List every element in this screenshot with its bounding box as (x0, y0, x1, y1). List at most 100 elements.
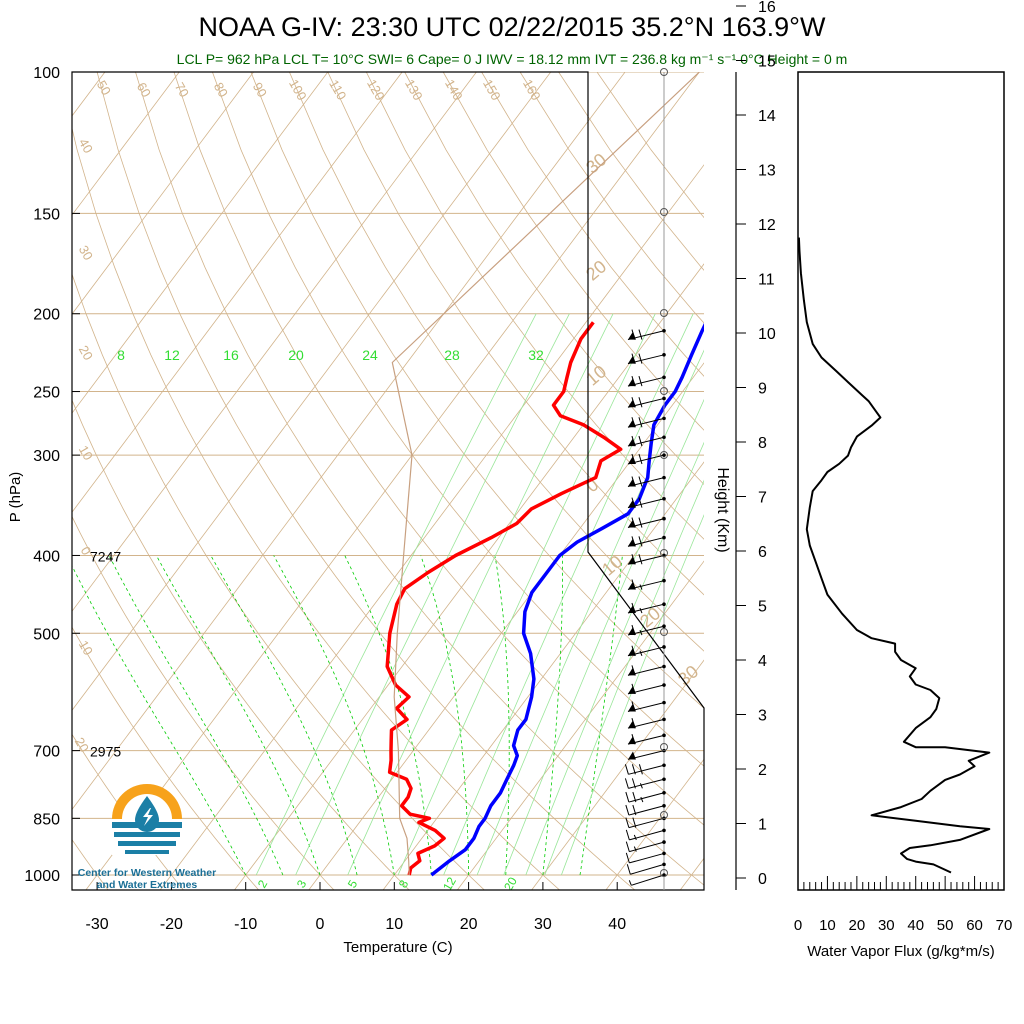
isotherm-label: 80 (211, 80, 231, 100)
barb-full (638, 453, 643, 465)
moist-adiabat (156, 555, 321, 876)
isotherm-line (72, 72, 106, 117)
wind-barb (627, 475, 666, 487)
y-tick-label: 500 (33, 626, 60, 643)
height-tick-label: 7 (758, 490, 767, 507)
barb-half (628, 880, 632, 886)
flux-tick-label: 40 (907, 917, 924, 934)
skew-t-series (385, 72, 704, 877)
calm-circle (660, 549, 668, 557)
y-tick-label: 100 (33, 65, 60, 82)
barb-full (638, 435, 643, 447)
barb-full (631, 764, 636, 775)
logo-text-line2: and Water Extremes (97, 879, 198, 891)
barb-half (639, 607, 643, 614)
barb-half (640, 796, 644, 803)
height-tick-label: 12 (758, 217, 776, 234)
isotherm-line (72, 72, 403, 513)
barb-full (624, 778, 629, 789)
isotherm-label: 160 (520, 77, 544, 103)
moist-adiabat (72, 564, 247, 876)
calm-circle (660, 811, 668, 819)
flux-x-axis-label: Water Vapor Flux (g/kg*m/s) (807, 943, 995, 960)
barb-full (625, 841, 630, 852)
isotherm-line (72, 72, 255, 315)
mixing-ratio-line (525, 441, 704, 876)
moist-adiabat (420, 555, 469, 876)
height-tick-label: 16 (758, 0, 776, 16)
height-tick-label: 8 (758, 435, 767, 452)
mixing-ratio-line (476, 349, 704, 876)
barb-half (633, 834, 637, 841)
barb-staff (628, 778, 665, 789)
wind-barb (627, 733, 666, 745)
isotherm-label: 10 (582, 361, 610, 389)
dewpoint-line (430, 322, 704, 877)
wind-barb (627, 435, 666, 447)
barb-staff (629, 852, 665, 864)
x-tick-label: 20 (460, 916, 478, 933)
barb-staff (629, 841, 665, 853)
flux-tick-label: 0 (794, 917, 802, 934)
barb-full (631, 536, 636, 547)
isotherm-line (233, 263, 704, 890)
isotherm-line (72, 72, 329, 414)
isotherm-label: 20 (72, 735, 92, 755)
moist-adiabat (579, 555, 623, 876)
barb-half (639, 584, 643, 590)
isotherm-label: 20 (76, 343, 96, 363)
wind-barb (624, 763, 666, 775)
height-tick-label: 14 (758, 108, 776, 125)
barb-full (631, 683, 636, 695)
x-tick-label: 30 (534, 916, 552, 933)
cw3e-logo: Center for Western Weather and Water Ext… (78, 784, 216, 891)
water-vapor-flux-panel: 0 10 20 30 40 50 60 70 Water Vapor Flux (g/kg*m… (794, 71, 1012, 960)
dry-adiabat (327, 72, 704, 596)
isotherm-label: 30 (582, 149, 610, 177)
y-tick-label: 700 (33, 744, 60, 761)
barb-staff (629, 829, 665, 841)
wind-barb (627, 353, 666, 365)
isotherm-label: 130 (402, 77, 426, 103)
barb-full (631, 734, 636, 745)
height-tick-label: 15 (758, 54, 776, 71)
isotherm-label: 150 (480, 77, 504, 103)
barb-full (631, 453, 636, 465)
wind-barb (625, 840, 666, 853)
calm-circle (660, 869, 668, 877)
isotherm-line (531, 659, 704, 890)
dry-adiabat (212, 72, 704, 767)
barb-full (625, 791, 630, 803)
moist-adiabat (210, 555, 358, 876)
x-tick-label: 10 (385, 916, 403, 933)
barb-half (632, 754, 636, 760)
wind-barb (627, 535, 666, 547)
dry-adiabat (96, 72, 636, 890)
mixing-ratio-line (544, 479, 704, 876)
x-tick-label: 40 (608, 916, 626, 933)
dry-adiabat (442, 72, 704, 431)
barb-full (631, 579, 636, 590)
isotherm-line (72, 72, 626, 811)
y-tick-label: 400 (33, 548, 60, 565)
wind-barb (624, 777, 666, 789)
isotherm-label: 70 (172, 80, 192, 100)
barb-full (631, 397, 636, 408)
dry-adiabat (173, 72, 704, 826)
barb-full (638, 536, 643, 547)
barb-staff (628, 817, 665, 829)
height-tick-label: 6 (758, 544, 767, 561)
barb-full (625, 829, 630, 841)
y-tick-label: 850 (33, 811, 60, 828)
moist-adiabat (542, 555, 564, 876)
dry-adiabat (250, 72, 704, 709)
flux-tick-label: 60 (966, 917, 983, 934)
barb-full (638, 329, 643, 340)
flux-axes: 0 10 20 30 40 50 60 70 (794, 876, 1012, 934)
flux-line (798, 237, 991, 874)
barb-full (631, 375, 636, 387)
wind-barb (625, 816, 666, 829)
dry-adiabat (365, 72, 704, 540)
isotherm-label: 30 (76, 243, 96, 263)
